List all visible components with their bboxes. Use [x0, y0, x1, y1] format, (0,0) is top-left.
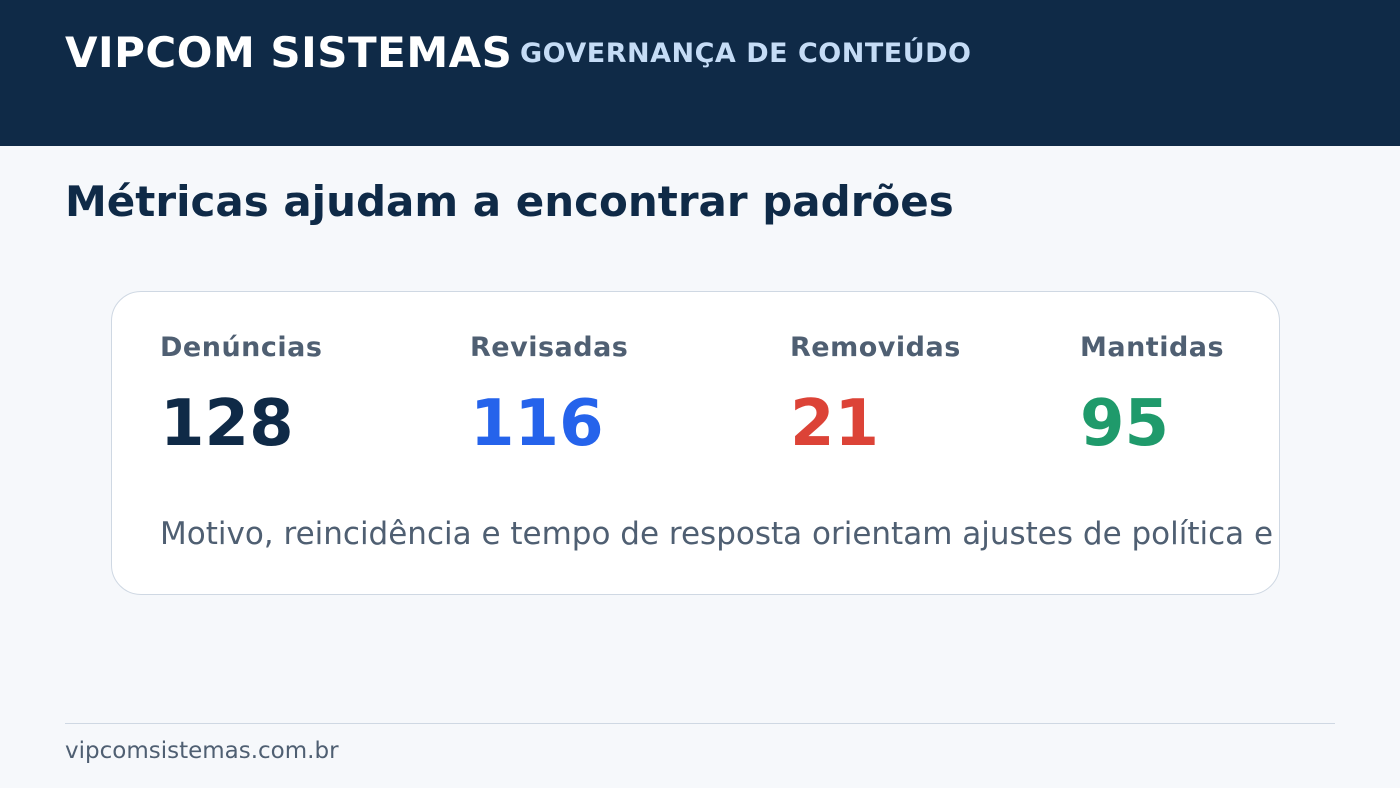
- header-bar: VIPCOM SISTEMAS GOVERNANÇA DE CONTEÚDO: [0, 0, 1400, 146]
- metric-label-mantidas: Mantidas: [1080, 332, 1225, 363]
- metric-value-mantidas: 95: [1080, 387, 1170, 461]
- metric-value-removidas: 21: [790, 387, 880, 461]
- metric-label-removidas: Removidas: [790, 332, 961, 363]
- page-title: Métricas ajudam a encontrar padrões: [65, 177, 954, 226]
- metric-value-revisadas: 116: [470, 387, 604, 461]
- metric-label-revisadas: Revisadas: [470, 332, 629, 363]
- brand-name: VIPCOM SISTEMAS: [65, 28, 513, 77]
- metric-label-denuncias: Denúncias: [160, 332, 323, 363]
- metric-value-denuncias: 128: [160, 387, 294, 461]
- footer-divider: [65, 723, 1335, 724]
- footer-url: vipcomsistemas.com.br: [65, 738, 339, 764]
- section-title: GOVERNANÇA DE CONTEÚDO: [520, 38, 972, 69]
- metrics-card: Denúncias 128 Revisadas 116 Removidas 21…: [111, 291, 1280, 595]
- card-note: Motivo, reincidência e tempo de resposta…: [160, 516, 1279, 552]
